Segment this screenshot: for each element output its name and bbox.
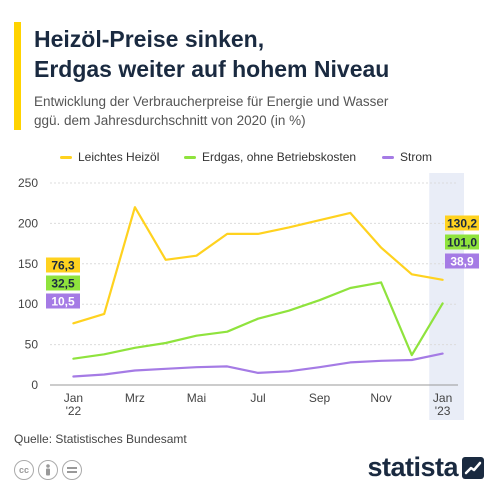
license-icons: cc — [14, 460, 82, 480]
start-label-heizoel: 76,3 — [51, 259, 75, 273]
start-label-erdgas-box — [46, 275, 80, 291]
legend-swatch-strom — [382, 155, 394, 159]
series-line-erdgas — [72, 281, 444, 360]
statista-mark-icon — [462, 456, 484, 479]
by-icon[interactable] — [38, 460, 58, 480]
x-tick-label: '23 — [435, 404, 451, 418]
brand-name: statista — [367, 452, 458, 482]
title-line-1: Heizöl-Preise sinken, — [34, 26, 265, 52]
y-tick-label: 100 — [18, 297, 38, 311]
legend-item-heizoel: Leichtes Heizöl — [60, 150, 159, 164]
page-title: Heizöl-Preise sinken, Erdgas weiter auf … — [34, 24, 494, 84]
cc-icon[interactable]: cc — [14, 460, 34, 480]
legend-label-heizoel: Leichtes Heizöl — [78, 150, 160, 164]
x-tick-label: Mai — [187, 391, 206, 405]
title-line-2: Erdgas weiter auf hohem Niveau — [34, 56, 390, 82]
legend-label-strom: Strom — [400, 150, 433, 164]
highlight-band — [429, 173, 464, 420]
y-tick-label: 50 — [25, 338, 39, 352]
y-tick-label: 150 — [18, 257, 38, 271]
x-tick-label: Jul — [250, 391, 265, 405]
end-label-erdgas-box — [445, 234, 479, 250]
end-label-strom-box — [445, 253, 479, 269]
x-tick-label: Nov — [370, 391, 391, 405]
end-label-strom: 38,9 — [450, 255, 474, 269]
start-label-strom-box — [46, 293, 80, 309]
nd-icon[interactable] — [62, 460, 82, 480]
x-tick-label: Sep — [309, 391, 331, 405]
series-line-heizoel — [72, 206, 444, 325]
end-label-heizoel: 130,2 — [447, 217, 477, 231]
x-tick-label: Jan — [64, 391, 83, 405]
source-note: Quelle: Statistisches Bundesamt — [14, 432, 187, 446]
y-tick-label: 0 — [31, 378, 38, 392]
start-label-heizoel-box — [46, 257, 80, 273]
x-tick-label: Jan — [433, 391, 452, 405]
accent-bar — [14, 22, 21, 130]
x-tick-label: Mrz — [125, 391, 145, 405]
legend-item-strom: Strom — [382, 150, 432, 164]
legend-swatch-erdgas — [184, 155, 196, 159]
legend-swatch-heizoel — [60, 155, 72, 159]
end-label-erdgas: 101,0 — [447, 236, 477, 250]
subtitle-line-1: Entwicklung der Verbraucherpreise für En… — [34, 94, 389, 109]
start-label-strom: 10,5 — [51, 295, 75, 309]
y-tick-label: 250 — [18, 176, 38, 190]
series-line-strom — [72, 352, 444, 378]
end-label-heizoel-box — [445, 215, 479, 231]
legend-item-erdgas: Erdgas, ohne Betriebskosten — [184, 150, 356, 164]
chart-subtitle: Entwicklung der Verbraucherpreise für En… — [34, 92, 494, 130]
x-tick-label: '22 — [66, 404, 82, 418]
start-label-erdgas: 32,5 — [51, 277, 75, 291]
subtitle-line-2: ggü. dem Jahresdurchschnitt von 2020 (in… — [34, 113, 306, 128]
statista-logo[interactable]: statista — [367, 452, 484, 483]
y-tick-label: 200 — [18, 216, 38, 230]
legend-label-erdgas: Erdgas, ohne Betriebskosten — [202, 150, 357, 164]
